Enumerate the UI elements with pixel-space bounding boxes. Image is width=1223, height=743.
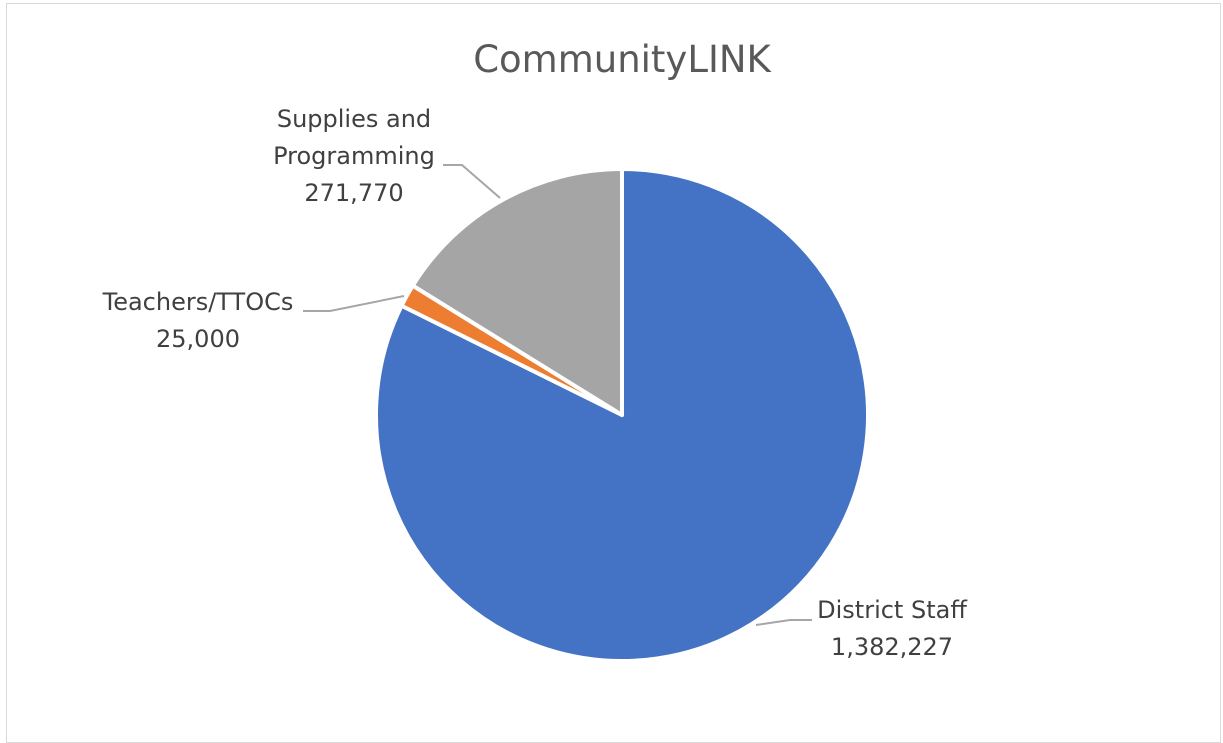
label-district-value: 1,382,227	[831, 633, 953, 661]
leader-line-district	[755, 619, 812, 626]
chart-title: CommunityLINK	[473, 38, 772, 81]
leader-line-supplies	[443, 164, 501, 199]
label-teachers-name: Teachers/TTOCs	[102, 288, 294, 316]
pie-slices	[374, 167, 870, 663]
data-label-supplies: Supplies and Programming 271,770	[273, 105, 501, 207]
slice-supplies-programming	[410, 167, 624, 417]
svg-text:Programming: Programming	[273, 142, 435, 170]
label-supplies-line1: Supplies and	[277, 105, 431, 133]
data-label-district: District Staff 1,382,227	[755, 596, 967, 661]
leader-line-teachers	[303, 295, 405, 312]
svg-text:Supplies and: Supplies and	[277, 105, 431, 133]
label-supplies-line2: Programming	[273, 142, 435, 170]
label-district-name: District Staff	[817, 596, 967, 624]
data-label-teachers: Teachers/TTOCs 25,000	[102, 288, 405, 353]
label-teachers-value: 25,000	[156, 325, 240, 353]
label-supplies-value: 271,770	[304, 179, 403, 207]
